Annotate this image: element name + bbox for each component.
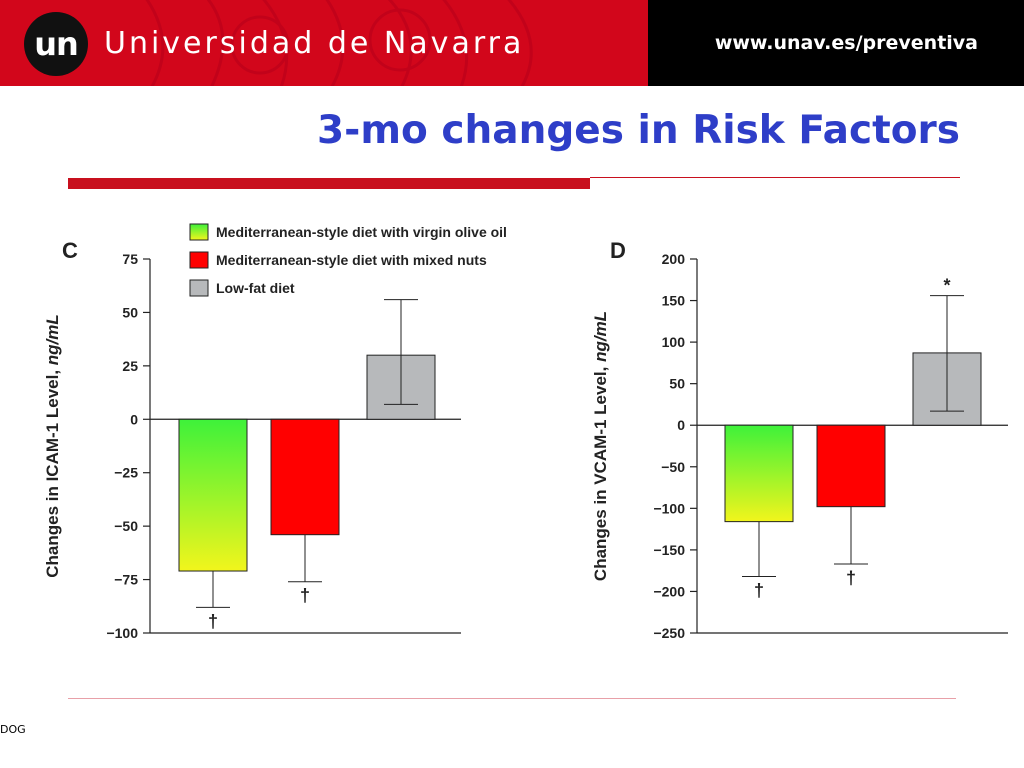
y-tick-label: −50 bbox=[661, 459, 685, 475]
significance-mark-2: * bbox=[943, 276, 950, 296]
y-tick-label: 50 bbox=[122, 304, 138, 320]
bar-1 bbox=[270, 418, 340, 536]
panel-letter: D bbox=[610, 238, 626, 263]
y-tick-label: −50 bbox=[114, 518, 138, 534]
y-tick-label: 100 bbox=[662, 334, 686, 350]
y-tick-label: −75 bbox=[114, 572, 138, 588]
slide-title: 3-mo changes in Risk Factors bbox=[317, 108, 960, 153]
legend-label-0: Mediterranean-style diet with virgin oli… bbox=[216, 224, 507, 240]
legend-swatch-1 bbox=[189, 251, 209, 269]
bar-1 bbox=[816, 424, 886, 508]
legend-swatch-0 bbox=[189, 223, 209, 241]
y-tick-label: 75 bbox=[122, 251, 138, 267]
title-divider-thin bbox=[590, 177, 960, 178]
footer-initials: DOG bbox=[0, 723, 26, 736]
header-url-panel: www.unav.es/preventiva bbox=[648, 0, 1024, 86]
header-banner: un Universidad de Navarra bbox=[0, 0, 648, 86]
legend-label-2: Low-fat diet bbox=[216, 280, 295, 296]
header-watermark bbox=[145, 0, 533, 86]
chart-panel-c: C 75 50 25 0 −25 −50 −75 −100 Changes in ICAM-1 L… bbox=[43, 238, 461, 641]
y-tick-label: −150 bbox=[653, 542, 685, 558]
legend-swatch-2 bbox=[189, 279, 209, 297]
y-tick-label: −100 bbox=[653, 500, 685, 516]
y-axis-label: Changes in ICAM-1 Level, ng/mL bbox=[43, 314, 62, 578]
y-tick-label: 25 bbox=[122, 358, 138, 374]
university-logo: un bbox=[24, 12, 88, 76]
website-url[interactable]: www.unav.es/preventiva bbox=[714, 32, 978, 54]
significance-mark-0: † bbox=[754, 580, 764, 600]
y-tick-label: −100 bbox=[106, 625, 138, 641]
panel-letter: C bbox=[62, 238, 78, 263]
y-tick-label: 0 bbox=[677, 417, 685, 433]
title-divider bbox=[68, 178, 590, 189]
chart-panel-d: D 200 150 100 50 0 −50 −100 −150 −200 −250 Changes … bbox=[591, 238, 1008, 641]
significance-mark-1: † bbox=[846, 568, 856, 588]
chart-legend: Mediterranean-style diet with virgin oli… bbox=[189, 223, 507, 297]
y-tick-label: −200 bbox=[653, 583, 685, 599]
bar-0 bbox=[178, 418, 248, 572]
y-axis-label: Changes in VCAM-1 Level, ng/mL bbox=[591, 311, 610, 581]
y-tick-label: 0 bbox=[130, 411, 138, 427]
university-name: Universidad de Navarra bbox=[104, 26, 525, 61]
y-tick-label: −250 bbox=[653, 625, 685, 641]
significance-mark-0: † bbox=[208, 611, 218, 631]
significance-mark-1: † bbox=[300, 586, 310, 606]
footer-divider bbox=[68, 698, 956, 699]
y-tick-label: −25 bbox=[114, 465, 138, 481]
bar-0 bbox=[724, 424, 794, 523]
legend-label-1: Mediterranean-style diet with mixed nuts bbox=[216, 252, 487, 268]
y-tick-label: 150 bbox=[662, 293, 686, 309]
y-tick-label: 50 bbox=[669, 376, 685, 392]
y-tick-label: 200 bbox=[662, 251, 686, 267]
